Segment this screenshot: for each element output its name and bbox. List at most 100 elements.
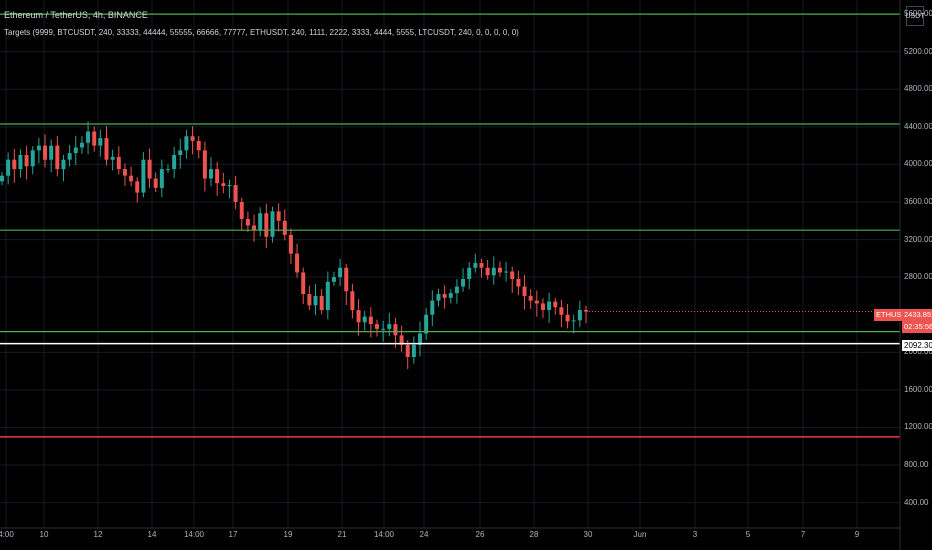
candle[interactable] xyxy=(565,314,570,322)
candle[interactable] xyxy=(405,344,410,358)
candle[interactable] xyxy=(116,156,121,170)
candle[interactable] xyxy=(510,271,515,280)
candle[interactable] xyxy=(153,178,158,188)
candle[interactable] xyxy=(288,234,293,254)
candle[interactable] xyxy=(202,150,207,179)
candle[interactable] xyxy=(553,301,558,308)
candle[interactable] xyxy=(196,140,201,151)
candle[interactable] xyxy=(491,267,496,276)
candle[interactable] xyxy=(73,147,78,154)
candle[interactable] xyxy=(147,159,152,179)
candle[interactable] xyxy=(129,175,134,182)
candle[interactable] xyxy=(479,263,484,268)
candle[interactable] xyxy=(430,300,435,315)
candle[interactable] xyxy=(159,169,164,188)
candle[interactable] xyxy=(110,156,115,160)
candle[interactable] xyxy=(540,303,545,311)
candle[interactable] xyxy=(368,316,373,325)
candle[interactable] xyxy=(24,155,29,167)
candle[interactable] xyxy=(36,145,41,151)
candle[interactable] xyxy=(221,183,226,187)
candle[interactable] xyxy=(356,310,361,323)
candle[interactable] xyxy=(239,201,244,219)
candle[interactable] xyxy=(55,145,60,170)
candle[interactable] xyxy=(245,218,250,226)
candle[interactable] xyxy=(399,335,404,345)
candle[interactable] xyxy=(473,263,478,268)
candle[interactable] xyxy=(301,272,306,295)
candle[interactable] xyxy=(319,295,324,311)
candle[interactable] xyxy=(79,142,84,148)
candle[interactable] xyxy=(98,138,103,146)
candle[interactable] xyxy=(49,145,54,160)
candle[interactable] xyxy=(141,159,146,193)
candle[interactable] xyxy=(571,320,576,322)
candle[interactable] xyxy=(436,294,441,301)
candle[interactable] xyxy=(215,169,220,184)
candle[interactable] xyxy=(584,310,588,312)
candle[interactable] xyxy=(61,159,66,170)
candle[interactable] xyxy=(504,271,509,273)
candle[interactable] xyxy=(264,213,269,237)
candle[interactable] xyxy=(344,267,349,292)
candle[interactable] xyxy=(122,169,127,176)
candle[interactable] xyxy=(258,213,263,231)
candle[interactable] xyxy=(381,328,386,330)
candle[interactable] xyxy=(350,291,355,311)
candle[interactable] xyxy=(418,333,423,345)
candle[interactable] xyxy=(252,225,257,231)
candle[interactable] xyxy=(227,185,232,187)
candle[interactable] xyxy=(387,324,392,329)
currency-button[interactable]: USDT xyxy=(905,6,925,26)
candle[interactable] xyxy=(577,310,582,321)
candle[interactable] xyxy=(282,220,287,235)
candle[interactable] xyxy=(172,155,177,170)
candle[interactable] xyxy=(374,324,379,329)
candle[interactable] xyxy=(338,267,343,278)
candle[interactable] xyxy=(295,253,300,273)
candle[interactable] xyxy=(534,300,539,304)
candle[interactable] xyxy=(442,294,447,298)
candle[interactable] xyxy=(12,159,17,170)
candle[interactable] xyxy=(467,267,472,280)
candle[interactable] xyxy=(516,279,521,287)
candle[interactable] xyxy=(325,281,330,311)
candle[interactable] xyxy=(497,267,502,273)
candle[interactable] xyxy=(270,211,275,237)
candle[interactable] xyxy=(233,185,238,202)
candle[interactable] xyxy=(209,169,214,179)
candle[interactable] xyxy=(528,295,533,301)
candle[interactable] xyxy=(67,153,72,160)
candle[interactable] xyxy=(454,286,459,294)
candle[interactable] xyxy=(362,316,367,323)
symbol-title[interactable]: Ethereum / TetherUS, 4h, BINANCE xyxy=(4,10,148,20)
candle[interactable] xyxy=(86,131,91,143)
candle[interactable] xyxy=(307,294,312,306)
candle[interactable] xyxy=(331,277,336,282)
candle[interactable] xyxy=(276,211,281,221)
candle[interactable] xyxy=(184,136,189,151)
candle[interactable] xyxy=(178,150,183,156)
candle[interactable] xyxy=(461,279,466,287)
candle[interactable] xyxy=(190,136,195,141)
candlestick-series[interactable] xyxy=(0,121,900,370)
candle[interactable] xyxy=(43,145,48,160)
candle[interactable] xyxy=(522,286,527,296)
candle[interactable] xyxy=(135,181,140,193)
candle[interactable] xyxy=(448,293,453,298)
candle[interactable] xyxy=(547,301,552,311)
candle[interactable] xyxy=(313,295,318,306)
candle[interactable] xyxy=(393,324,398,336)
candle[interactable] xyxy=(165,169,170,171)
candle[interactable] xyxy=(559,307,564,315)
indicator-legend[interactable]: Targets (9999, BTCUSDT, 240, 33333, 4444… xyxy=(4,28,519,37)
candle[interactable] xyxy=(0,175,4,182)
candle[interactable] xyxy=(411,344,416,358)
candle[interactable] xyxy=(104,138,109,160)
candle[interactable] xyxy=(424,314,429,334)
candle[interactable] xyxy=(18,155,23,170)
candle[interactable] xyxy=(92,131,97,146)
candle[interactable] xyxy=(30,150,35,167)
candle[interactable] xyxy=(6,159,11,176)
